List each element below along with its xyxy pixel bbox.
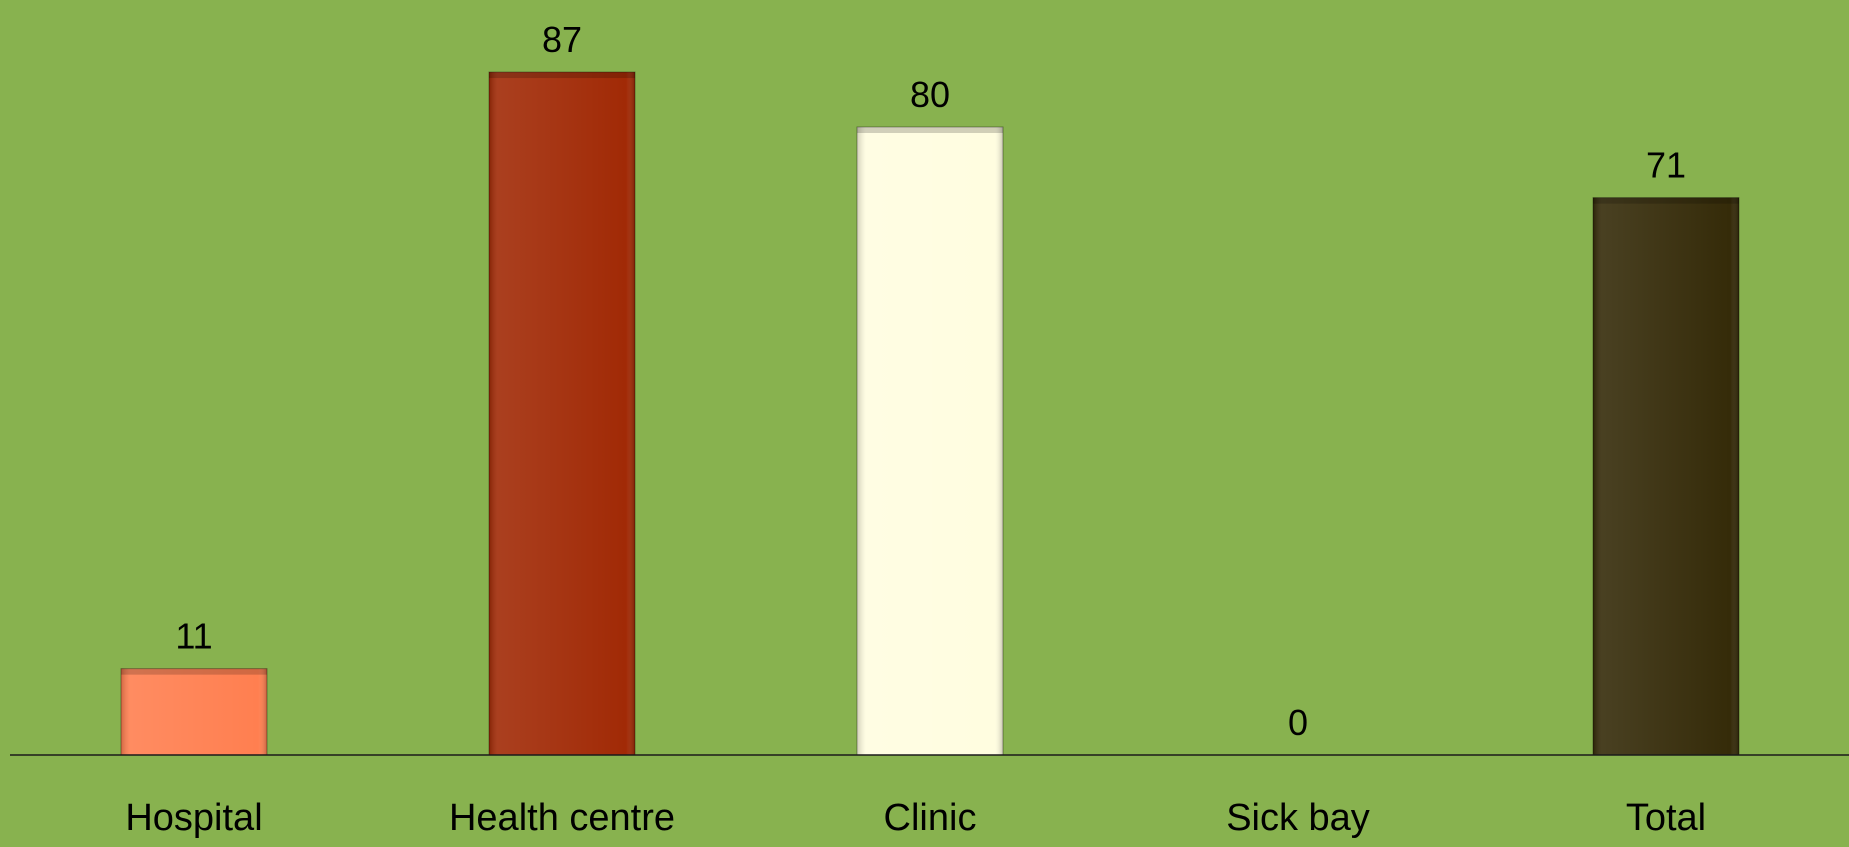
bar-total-top-edge (1593, 197, 1739, 204)
category-label-hospital: Hospital (125, 797, 262, 839)
bar-total (1592, 197, 1740, 756)
bar-hospital-bevel (121, 668, 267, 755)
bars-layer (120, 71, 1740, 756)
data-label-sick-bay: 0 (1288, 702, 1308, 743)
bar-clinic (856, 126, 1004, 756)
data-label-clinic: 80 (910, 74, 950, 115)
bar-health-centre-bevel (489, 72, 635, 756)
category-label-sick-bay: Sick bay (1226, 797, 1370, 839)
category-label-total: Total (1626, 797, 1706, 839)
category-label-clinic: Clinic (884, 797, 977, 839)
data-label-total: 71 (1646, 145, 1686, 186)
data-label-health-centre: 87 (542, 19, 582, 60)
labels-layer: 11 Hospital 87 Health centre 80 Clinic 0 Sick b… (125, 19, 1706, 839)
bar-hospital (120, 668, 268, 756)
data-label-hospital: 11 (175, 616, 212, 657)
bar-health-centre-top-edge (489, 72, 635, 79)
bar-clinic-bevel (857, 127, 1003, 755)
category-label-health-centre: Health centre (449, 797, 675, 839)
bar-total-bevel (1593, 197, 1739, 755)
bar-health-centre (488, 71, 636, 756)
bar-clinic-top-edge (857, 127, 1003, 133)
bar-hospital-top-edge (121, 668, 267, 675)
